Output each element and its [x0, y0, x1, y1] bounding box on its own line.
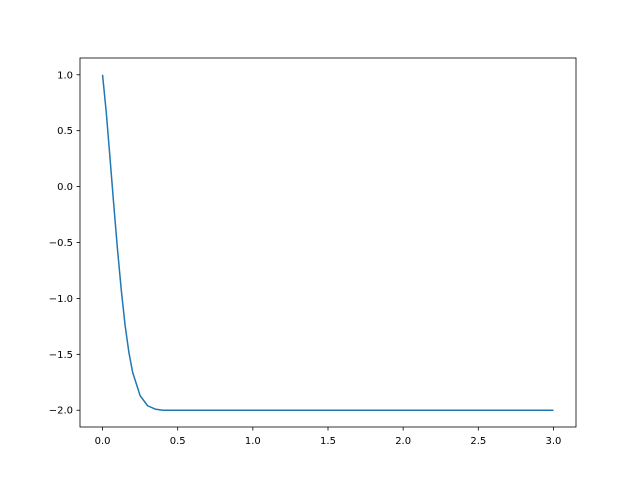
plot-area: [80, 58, 576, 427]
axes-frame: [79, 57, 577, 428]
y-tick-label: −0.5: [49, 238, 73, 249]
y-axis: 1.0 0.5 0.0 −0.5 −1.0 −1.5 −2.0: [49, 70, 80, 417]
y-tick-label: 0.5: [57, 126, 73, 137]
x-tick-label: 3.0: [546, 436, 562, 447]
x-tick-label: 1.5: [320, 436, 336, 447]
series-line: [101, 74, 554, 411]
y-tick-label: 1.0: [57, 70, 73, 81]
y-tick-label: −1.5: [49, 350, 73, 361]
x-axis: 0.0 0.5 1.0 1.5 2.0 2.5 3.0: [95, 427, 562, 447]
y-tick-label: −1.0: [49, 294, 73, 305]
x-tick-label: 2.5: [470, 436, 486, 447]
y-tick-label: −2.0: [49, 406, 73, 417]
x-tick-label: 0.5: [170, 436, 186, 447]
x-tick-label: 1.0: [245, 436, 261, 447]
y-tick-label: 0.0: [57, 182, 73, 193]
x-tick-label: 0.0: [95, 436, 111, 447]
x-tick-label: 2.0: [395, 436, 411, 447]
